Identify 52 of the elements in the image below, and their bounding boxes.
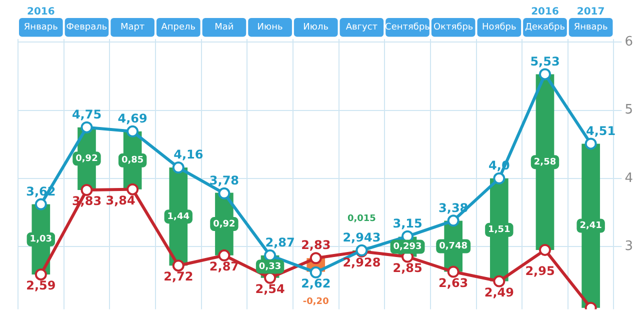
text: 2016 [26,6,55,18]
data-label: 1,51 [488,225,510,236]
data-label: 1,03 [30,234,52,245]
data-label: 5,53 [530,54,560,68]
data-label: 2,72 [164,270,194,284]
x-tick-label: Апрель [161,22,196,33]
data-label: 2,85 [392,260,422,275]
data-label: 3,84 [106,193,136,208]
data-label: 0,92 [76,154,98,164]
y-tick-label: 3 [624,238,634,254]
data-label: 0,015 [347,214,376,224]
data-label: 2,95 [525,264,555,278]
x-tick-label: Январь [574,22,608,33]
data-label: 0,92 [213,219,236,230]
data-label: 4,75 [72,107,102,122]
data-label: 2,87 [209,260,240,274]
data-label: 0,85 [121,156,144,166]
text: 2016 [531,6,559,18]
x-tick-label: Январь [24,22,58,33]
y-tick-label: 5 [624,102,634,118]
x-tick-label: Октябрь [433,22,474,33]
data-label: 4,51 [586,124,616,138]
data-label: 4,16 [174,148,204,162]
data-label: 2,63 [438,276,468,290]
data-label: 2,943 [342,230,381,245]
data-label: 2,49 [484,285,514,300]
x-tick-label: Июль [303,22,329,33]
data-label: 2,928 [342,256,381,270]
y-tick-label: 6 [624,34,634,50]
data-label: 2,59 [26,278,56,293]
data-label: 2,83 [301,238,331,252]
x-tick-label: Август [346,22,378,33]
data-label: 3,15 [392,216,422,230]
x-tick-label: Февраль [66,22,108,33]
data-label: 3,78 [209,174,240,188]
y-tick-label: 4 [624,170,634,186]
x-tick-label: Ноябрь [482,22,516,33]
data-label: 2,41 [580,221,602,232]
data-label: 0,748 [439,242,468,252]
data-label: 2,58 [534,157,556,168]
text: 2017 [576,6,605,18]
data-label: 4,69 [118,112,148,126]
data-label: 2,87 [265,236,295,250]
x-tick-label: Сентябрь [385,22,430,33]
x-tick-label: Декабрь [524,22,566,33]
x-tick-label: Июнь [257,22,283,33]
data-label: 2,62 [301,276,331,291]
data-label: 1,44 [167,212,190,222]
x-tick-label: Март [120,22,145,33]
data-label: 2,54 [255,282,285,296]
data-label: -0,20 [302,297,329,308]
x-tick-label: Май [214,22,234,33]
